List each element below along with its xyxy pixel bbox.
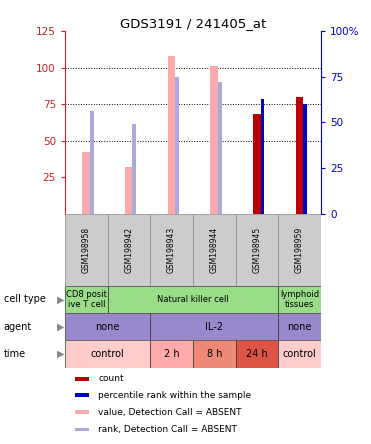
Title: GDS3191 / 241405_at: GDS3191 / 241405_at — [120, 17, 266, 30]
Bar — [75, 410, 89, 414]
Bar — [65, 285, 108, 313]
Text: value, Detection Call = ABSENT: value, Detection Call = ABSENT — [98, 408, 242, 417]
Text: ▶: ▶ — [57, 294, 64, 304]
Text: GSM198944: GSM198944 — [210, 226, 219, 273]
Bar — [278, 214, 321, 285]
Bar — [82, 152, 90, 214]
Text: control: control — [283, 349, 316, 359]
Bar — [175, 77, 179, 214]
Bar — [210, 66, 218, 214]
Text: ▶: ▶ — [57, 349, 64, 359]
Text: Natural killer cell: Natural killer cell — [157, 295, 229, 304]
Text: agent: agent — [4, 321, 32, 332]
Bar — [193, 341, 236, 368]
Text: GSM198959: GSM198959 — [295, 226, 304, 273]
Bar — [253, 115, 261, 214]
Text: 2 h: 2 h — [164, 349, 180, 359]
Text: cell type: cell type — [4, 294, 46, 304]
Text: lymphoid
tissues: lymphoid tissues — [280, 289, 319, 309]
Text: rank, Detection Call = ABSENT: rank, Detection Call = ABSENT — [98, 425, 237, 434]
Bar — [278, 341, 321, 368]
Bar — [65, 214, 108, 285]
Bar — [108, 285, 278, 313]
Bar — [75, 393, 89, 397]
Bar — [150, 214, 193, 285]
Bar — [193, 214, 236, 285]
Text: ▶: ▶ — [57, 321, 64, 332]
Bar — [132, 124, 137, 214]
Text: 8 h: 8 h — [207, 349, 222, 359]
Bar — [108, 214, 150, 285]
Bar — [75, 377, 89, 381]
Bar — [260, 99, 264, 214]
Bar — [236, 341, 278, 368]
Text: 24 h: 24 h — [246, 349, 268, 359]
Text: GSM198958: GSM198958 — [82, 226, 91, 273]
Bar — [65, 313, 150, 341]
Bar — [150, 313, 278, 341]
Text: GSM198942: GSM198942 — [124, 226, 134, 273]
Bar — [89, 111, 94, 214]
Text: percentile rank within the sample: percentile rank within the sample — [98, 391, 251, 400]
Text: IL-2: IL-2 — [205, 321, 223, 332]
Bar — [236, 214, 278, 285]
Text: GSM198943: GSM198943 — [167, 226, 176, 273]
Text: GSM198945: GSM198945 — [252, 226, 262, 273]
Bar — [303, 104, 307, 214]
Bar — [150, 341, 193, 368]
Text: none: none — [288, 321, 312, 332]
Text: count: count — [98, 374, 124, 383]
Text: time: time — [4, 349, 26, 359]
Text: none: none — [95, 321, 120, 332]
Bar — [65, 341, 150, 368]
Bar — [217, 82, 222, 214]
Bar — [168, 56, 175, 214]
Text: control: control — [91, 349, 124, 359]
Bar — [125, 167, 133, 214]
Bar — [278, 285, 321, 313]
Bar — [75, 428, 89, 432]
Bar — [278, 313, 321, 341]
Text: CD8 posit
ive T cell: CD8 posit ive T cell — [66, 289, 107, 309]
Bar — [296, 97, 303, 214]
